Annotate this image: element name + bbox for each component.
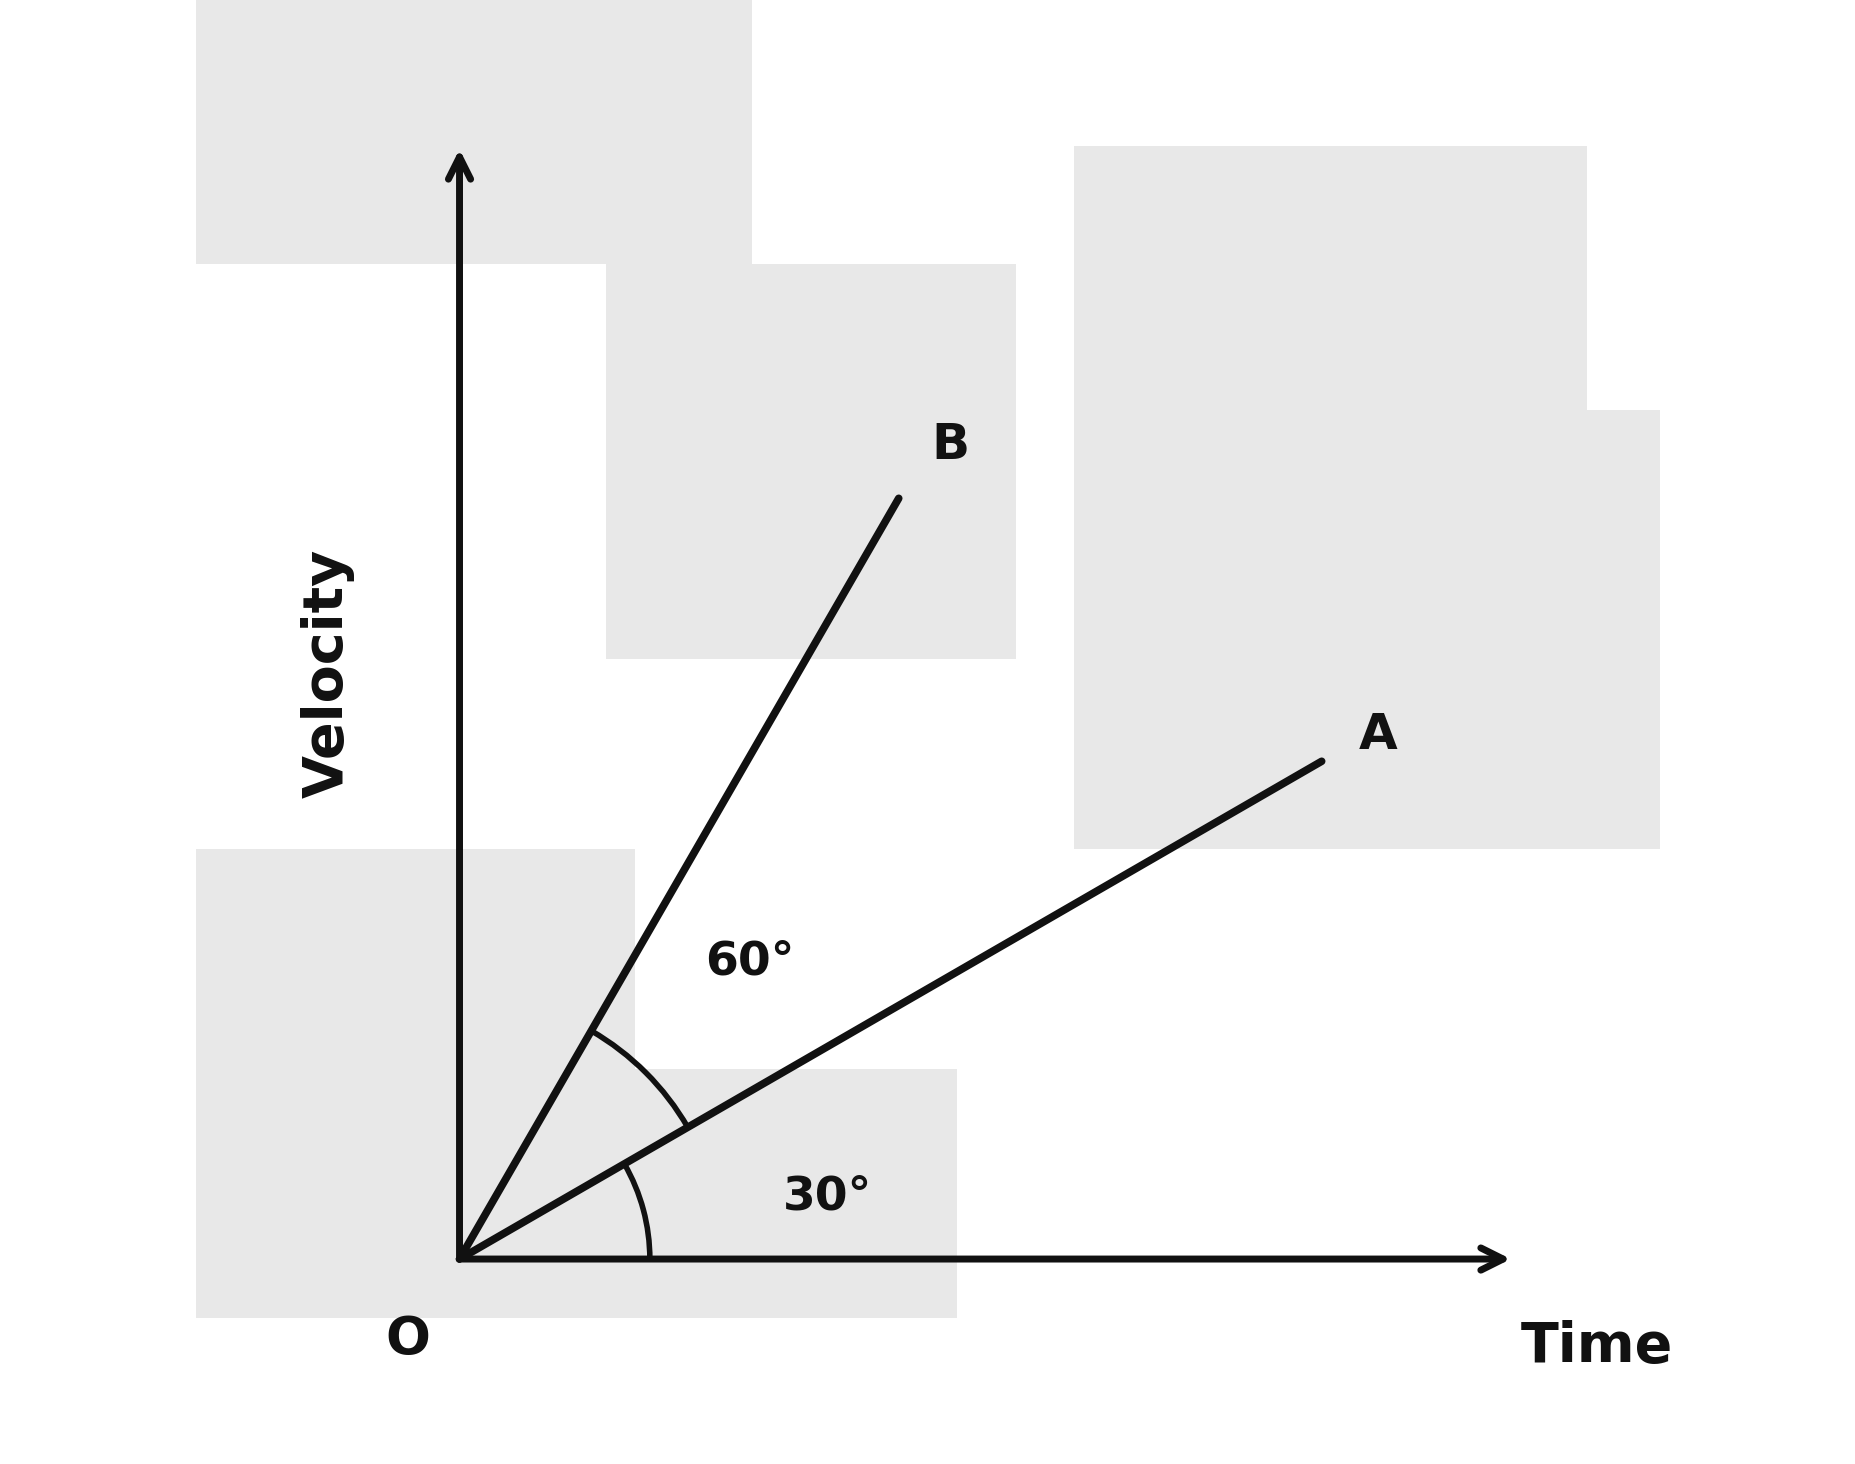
Text: Time: Time	[1519, 1321, 1671, 1373]
Text: A: A	[1358, 712, 1397, 758]
Text: Velocity: Velocity	[301, 549, 354, 798]
Bar	[1074, 410, 1658, 849]
Bar	[605, 264, 1015, 659]
Text: O: O	[386, 1313, 430, 1366]
Bar	[634, 1069, 957, 1318]
Text: 30°: 30°	[783, 1174, 872, 1220]
Bar	[197, 0, 751, 264]
Text: 60°: 60°	[705, 940, 794, 984]
Bar	[197, 849, 634, 1318]
Bar	[1074, 146, 1586, 410]
Text: B: B	[931, 422, 968, 468]
